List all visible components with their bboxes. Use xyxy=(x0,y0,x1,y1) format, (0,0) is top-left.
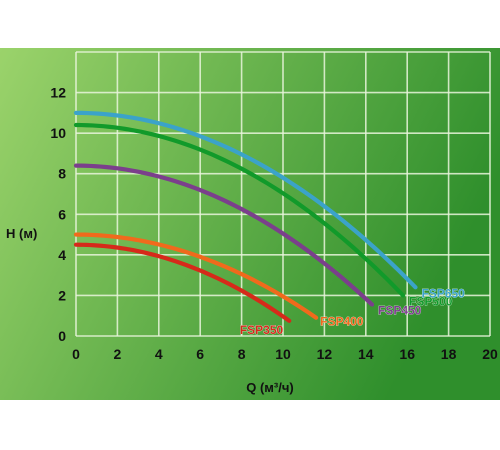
x-tick-label: 4 xyxy=(155,346,163,362)
series-label-fsp500: FSP500 xyxy=(409,294,453,308)
tick-labels: 0 2 4 6 8 10 12 14 16 18 20 0 2 4 6 8 10 12 xyxy=(50,85,498,362)
y-tick-label: 12 xyxy=(50,85,66,101)
series-label-fsp450: FSP450 xyxy=(378,304,422,318)
series-label-fsp400: FSP400 xyxy=(320,315,364,329)
series-label-fsp350: FSP350 xyxy=(240,323,284,337)
series-line-fsp450 xyxy=(73,163,375,307)
series-line-fsp400 xyxy=(73,232,319,320)
chart-panel: 0 2 4 6 8 10 12 14 16 18 20 0 2 4 6 8 10 12 FSP350 FSP400 F… xyxy=(0,48,500,400)
grid xyxy=(75,51,491,337)
x-tick-label: 0 xyxy=(72,346,80,362)
x-tick-label: 6 xyxy=(196,346,204,362)
y-axis-label: H (м) xyxy=(6,226,37,241)
series-lines xyxy=(73,110,418,323)
x-axis-label: Q (м³/ч) xyxy=(246,380,294,395)
series-line-fsp500 xyxy=(73,122,406,298)
x-tick-label: 8 xyxy=(238,346,246,362)
x-tick-label: 10 xyxy=(275,346,291,362)
y-tick-label: 0 xyxy=(58,328,66,344)
x-tick-label: 12 xyxy=(317,346,333,362)
y-tick-label: 4 xyxy=(58,247,66,263)
chart-background xyxy=(0,48,500,400)
y-tick-label: 8 xyxy=(58,166,66,182)
y-tick-label: 2 xyxy=(58,287,66,303)
series-line-fsp350 xyxy=(73,242,292,323)
x-tick-label: 18 xyxy=(441,346,457,362)
y-tick-label: 10 xyxy=(50,125,66,141)
x-tick-label: 2 xyxy=(114,346,122,362)
series-line-fsp650 xyxy=(73,110,418,290)
x-tick-label: 20 xyxy=(482,346,498,362)
x-tick-label: 16 xyxy=(399,346,415,362)
series-label-fsp650: FSP650 xyxy=(421,286,465,300)
y-tick-label: 6 xyxy=(58,206,66,222)
x-tick-label: 14 xyxy=(358,346,374,362)
